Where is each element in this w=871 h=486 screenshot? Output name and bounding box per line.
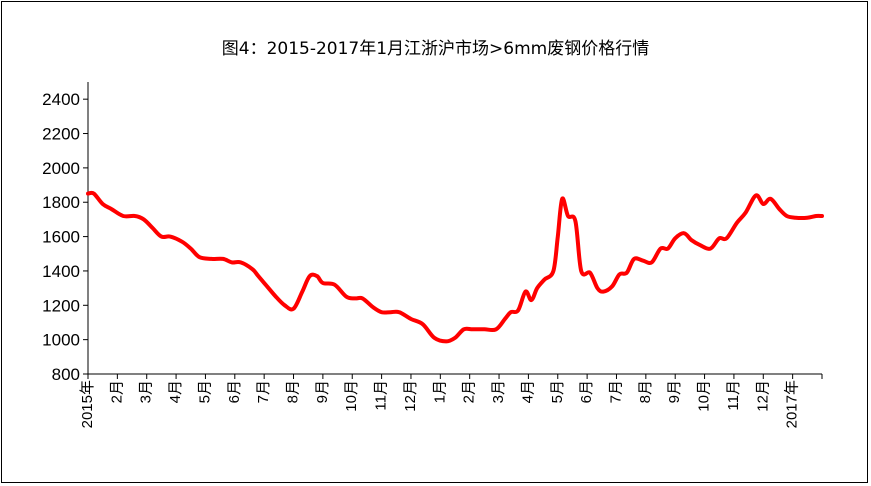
y-tick-label: 1600	[42, 228, 80, 247]
x-tick-label: 2月	[108, 380, 125, 403]
x-tick-label: 5月	[196, 380, 213, 403]
y-ticks: 800 1000 1200 1400 1600 1800 2000 2200 2400	[42, 90, 88, 384]
x-tick-label: 9月	[666, 380, 683, 403]
x-tick-label: 1月	[431, 380, 448, 403]
series-layer	[86, 190, 824, 344]
x-tick-label: 10月	[696, 380, 713, 412]
y-tick-label: 2200	[42, 125, 80, 144]
x-tick-label: 6月	[226, 380, 243, 403]
x-tick-label: 4月	[519, 380, 536, 403]
x-tick-label: 2017年	[784, 380, 801, 428]
x-tick-label: 7月	[607, 380, 624, 403]
y-tick-label: 1400	[42, 262, 80, 281]
y-tick-label: 1000	[42, 331, 80, 350]
x-tick-label: 10月	[343, 380, 360, 412]
x-tick-label: 11月	[725, 380, 742, 411]
y-tick-label: 800	[52, 365, 80, 384]
x-tick-label: 7月	[255, 380, 272, 403]
axes	[87, 82, 822, 375]
price-series-line	[86, 190, 824, 344]
x-tick-label: 8月	[285, 380, 302, 403]
x-tick-label: 2015年	[79, 380, 96, 428]
x-tick-label: 6月	[578, 380, 595, 403]
x-tick-label: 5月	[549, 380, 566, 403]
x-tick-label: 9月	[314, 380, 331, 403]
x-tick-label: 12月	[754, 380, 771, 412]
y-tick-label: 2400	[42, 90, 80, 109]
x-tick-label: 4月	[167, 380, 184, 403]
y-tick-label: 1800	[42, 193, 80, 212]
y-tick-label: 1200	[42, 296, 80, 315]
y-tick-label: 2000	[42, 159, 80, 178]
chart-title: 图4：2015-2017年1月江浙沪市场>6mm废钢价格行情	[221, 39, 650, 59]
x-tick-label: 8月	[637, 380, 654, 403]
x-tick-label: 2月	[461, 380, 478, 403]
x-tick-label: 3月	[138, 380, 155, 403]
x-tick-label: 11月	[373, 380, 390, 411]
x-tick-label: 3月	[490, 380, 507, 403]
x-tick-label: 12月	[402, 380, 419, 412]
x-ticks: 2015年 2月 3月 4月 5月 6月 7月 8月 9月 10月 11月 12月 1月 2月 3月 4月 5月…	[79, 374, 823, 428]
